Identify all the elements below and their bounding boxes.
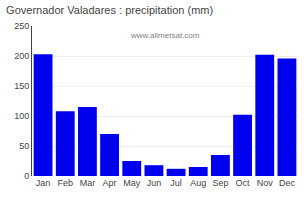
svg-text:150: 150 (14, 81, 29, 91)
svg-text:www.allmetsat.com: www.allmetsat.com (130, 31, 200, 40)
svg-text:May: May (123, 178, 141, 188)
svg-text:Sep: Sep (212, 178, 228, 188)
svg-text:Jul: Jul (170, 178, 182, 188)
svg-text:Oct: Oct (236, 178, 251, 188)
svg-text:Mar: Mar (80, 178, 96, 188)
svg-text:200: 200 (14, 51, 29, 61)
svg-text:0: 0 (24, 171, 29, 181)
svg-text:Jan: Jan (36, 178, 51, 188)
svg-text:Aug: Aug (190, 178, 206, 188)
svg-text:Jun: Jun (147, 178, 162, 188)
svg-text:Governador Valadares : precipi: Governador Valadares : precipitation (mm… (6, 4, 213, 16)
svg-text:50: 50 (19, 141, 29, 151)
svg-text:Nov: Nov (257, 178, 274, 188)
svg-text:Apr: Apr (103, 178, 117, 188)
svg-text:250: 250 (14, 21, 29, 31)
svg-text:Feb: Feb (57, 178, 73, 188)
svg-text:Dec: Dec (279, 178, 296, 188)
svg-text:100: 100 (14, 111, 29, 121)
